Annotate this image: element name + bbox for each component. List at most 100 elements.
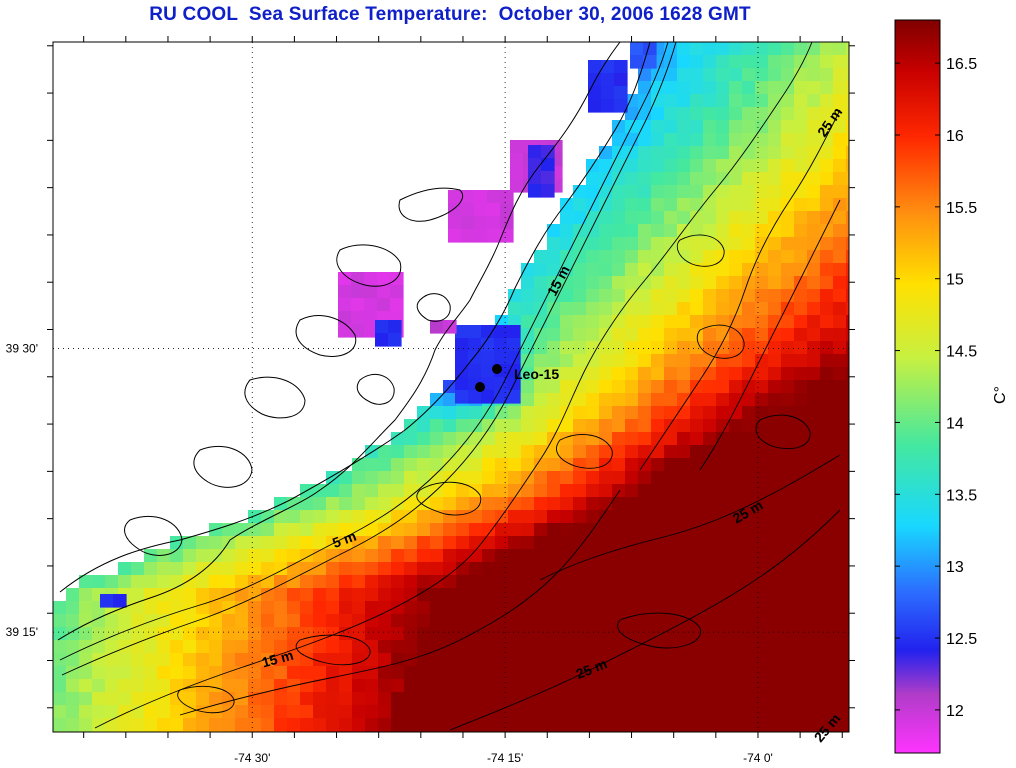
sst-pixel (430, 406, 444, 420)
sst-pixel (716, 133, 730, 147)
sst-pixel (820, 328, 834, 342)
sst-pixel (794, 549, 808, 563)
sst-pixel (794, 107, 808, 121)
sst-pixel (638, 445, 652, 459)
sst-pixel (261, 588, 275, 602)
sst-pixel (768, 276, 782, 290)
colorbar-tick-label: 14.5 (946, 344, 977, 361)
sst-pixel (560, 289, 574, 303)
sst-pixel (456, 536, 470, 550)
sst-pixel (794, 536, 808, 550)
sst-pixel (794, 484, 808, 498)
sst-pixel (469, 497, 483, 511)
sst-pixel (404, 484, 418, 498)
sst-pixel (807, 328, 821, 342)
sst-pixel (794, 380, 808, 394)
sst-pixel (248, 510, 262, 524)
sst-pixel (651, 601, 665, 615)
sst-pixel (768, 237, 782, 251)
sst-pixel (599, 302, 613, 316)
sst-pixel (742, 588, 756, 602)
sst-pixel (534, 367, 548, 381)
sst-pixel (326, 497, 340, 511)
sst-pixel (651, 380, 665, 394)
sst-pixel (846, 549, 849, 563)
sst-pixel (365, 575, 379, 589)
sst-pixel (807, 94, 821, 108)
sst-pixel (729, 172, 743, 186)
sst-pixel (755, 289, 769, 303)
sst-pixel (664, 393, 678, 407)
sst-pixel (365, 458, 379, 472)
sst-pixel (716, 445, 730, 459)
sst-pixel (651, 211, 665, 225)
sst-pixel (209, 627, 223, 641)
sst-pixel (820, 354, 834, 368)
sst-pixel (755, 159, 769, 173)
sst-pixel (703, 354, 717, 368)
sst-pixel (820, 367, 834, 381)
sst-pixel (638, 107, 652, 121)
sst-pixel (690, 211, 704, 225)
sst-pixel (651, 224, 665, 238)
sst-pixel (690, 302, 704, 316)
sst-pixel (573, 263, 587, 277)
sst-pixel (833, 328, 847, 342)
sst-pixel (261, 575, 275, 589)
sst-pixel (625, 328, 639, 342)
sst-pixel (417, 419, 431, 433)
sst-pixel (794, 341, 808, 355)
sst-pixel (573, 588, 587, 602)
sst-pixel (638, 133, 652, 147)
sst-pixel (131, 640, 145, 654)
sst-pixel (716, 471, 730, 485)
sst-pixel (586, 497, 600, 511)
sst-pixel (742, 406, 756, 420)
sst-pixel (664, 172, 678, 186)
sst-pixel (768, 471, 782, 485)
sst-pixel (781, 263, 795, 277)
sst-pixel (820, 341, 834, 355)
sst-pixel (495, 588, 509, 602)
sst-pixel (521, 289, 535, 303)
sst-pixel (573, 549, 587, 563)
sst-pixel (638, 523, 652, 537)
sst-pixel (625, 211, 639, 225)
colorbar-unit: C° (992, 386, 1009, 404)
sst-pixel (547, 458, 561, 472)
sst-pixel (833, 55, 847, 69)
sst-pixel (833, 159, 847, 173)
sst-pixel (833, 393, 847, 407)
sst-pixel (794, 302, 808, 316)
sst-pixel (742, 393, 756, 407)
sst-pixel (742, 575, 756, 589)
sst-pixel (508, 627, 522, 641)
sst-pixel (742, 224, 756, 238)
sst-pixel (92, 575, 106, 589)
sst-pixel (781, 94, 795, 108)
sst-pixel (261, 614, 275, 628)
sst-pixel (664, 549, 678, 563)
sst-pixel (690, 497, 704, 511)
sst-pixel (625, 562, 639, 576)
sst-pixel (768, 42, 782, 56)
sst-pixel (352, 601, 366, 615)
sst-pixel (677, 484, 691, 498)
sst-pixel (534, 445, 548, 459)
sst-pixel (742, 107, 756, 121)
sst-pixel (716, 380, 730, 394)
sst-pixel (651, 406, 665, 420)
sst-pixel (820, 380, 834, 394)
sst-pixel (690, 471, 704, 485)
sst-pixel (417, 614, 431, 628)
sst-pixel (820, 289, 834, 303)
sst-pixel (794, 250, 808, 264)
sst-pixel (794, 588, 808, 602)
sst-pixel (495, 601, 509, 615)
sst-pixel (846, 328, 849, 342)
sst-pixel (807, 497, 821, 511)
sst-pixel (456, 406, 470, 420)
sst-pixel (807, 354, 821, 368)
sst-pixel (586, 263, 600, 277)
sst-pixel (651, 562, 665, 576)
